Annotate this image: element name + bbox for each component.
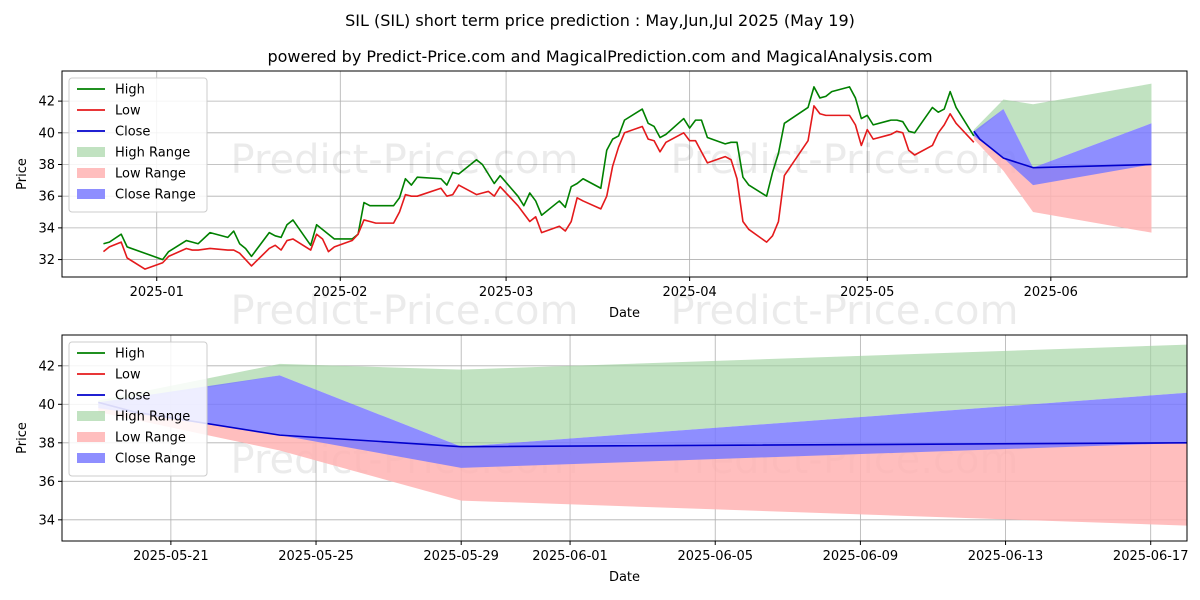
legend-swatch [77,189,105,199]
x-tick-label: 2025-06-17 [1113,549,1189,564]
high-range-band [973,83,1152,168]
y-tick-label: 36 [38,475,55,490]
plot-area [98,344,1187,526]
legend-swatch [77,432,105,442]
legend-label: High [115,347,145,362]
watermark: Predict-Price.com [231,137,579,183]
x-tick-label: 2025-02 [313,285,367,300]
x-tick-label: 2025-05-21 [133,549,209,564]
x-tick-label: 2025-05-29 [423,549,499,564]
legend-swatch [77,168,105,178]
y-tick-label: 34 [38,221,55,236]
legend-item-close: Close [77,125,150,140]
legend-label: Close Range [115,452,196,467]
y-tick-label: 36 [38,190,55,205]
y-tick-label: 40 [38,398,55,413]
x-tick-label: 2025-01 [130,285,184,300]
x-tick-label: 2025-06-09 [823,549,899,564]
high-range-band [98,344,1187,447]
y-axis: 32 34 36 38 40 42 [38,95,62,268]
x-axis: 2025-01 2025-02 2025-03 2025-04 2025-05 2025-… [130,277,1078,300]
legend-item-low: Low [77,368,141,383]
y-tick-label: 32 [38,253,55,268]
x-tick-label: 2025-05 [840,285,894,300]
close-line [973,130,1152,169]
x-tick-label: 2025-06 [1024,285,1078,300]
y-axis: 34 36 38 40 42 [38,359,62,528]
x-axis-title: Date [609,570,640,585]
legend-label: High Range [115,146,190,161]
x-tick-label: 2025-06-01 [532,549,608,564]
y-tick-label: 38 [38,436,55,451]
x-tick-label: 2025-06-05 [677,549,753,564]
legend-swatch [77,453,105,463]
legend-label: High [115,83,145,98]
low-line [102,105,975,270]
watermark: Predict-Price.com [671,288,1019,334]
chart-title: SIL (SIL) short term price prediction : … [345,11,855,30]
watermark-group: Predict-Price.com Predict-Price.com Predic… [231,137,1019,334]
legend-box [68,77,208,213]
x-tick-label: 2025-06-13 [968,549,1044,564]
legend-item-close-range: Close Range [77,452,196,467]
y-tick-label: 38 [38,158,55,173]
y-axis-title: Price [15,158,30,190]
legend: High Low Close High Range Low Range Close Ran… [68,77,208,213]
bottom-panel: Predict-Price.comPredict-Price.com2025-0… [15,334,1188,585]
legend-item-low-range: Low Range [77,431,186,446]
legend: High Low Close High Range Low Range Close Ran… [68,341,208,477]
y-tick-label: 34 [38,513,55,528]
x-tick-label: 2025-03 [479,285,533,300]
legend-item-high: High [77,83,145,98]
legend-label: High Range [115,410,190,425]
y-axis-title: Price [15,422,30,454]
legend-label: Low Range [115,167,186,182]
legend-swatch [77,147,105,157]
legend-item-high-range: High Range [77,410,190,425]
low-range-band [973,134,1152,233]
axes-frame [61,334,1188,542]
low-range-band [98,406,1187,526]
legend-item-low: Low [77,104,141,119]
legend-label: Close Range [115,188,196,203]
x-axis-title: Date [609,306,640,321]
x-tick-label: 2025-04 [662,285,716,300]
y-tick-label: 40 [38,126,55,141]
x-tick-label: 2025-05-25 [278,549,354,564]
legend-item-close: Close [77,389,150,404]
legend-item-low-range: Low Range [77,167,186,182]
y-tick-label: 42 [38,359,55,374]
legend-swatch [77,411,105,421]
chart-subtitle: powered by Predict-Price.com and Magical… [267,47,932,66]
watermark: Predict-Price.com [231,288,579,334]
watermark: Predict-Price.com [671,137,1019,183]
legend-label: Low Range [115,431,186,446]
legend-item-high-range: High Range [77,146,190,161]
high-line [103,86,975,261]
legend-label: Close [115,125,150,140]
y-tick-label: 42 [38,95,55,110]
legend-label: Close [115,389,150,404]
plot-area [102,83,1152,270]
legend-item-high: High [77,347,145,362]
top-panel: Predict-Price.com Predict-Price.com Predic… [15,70,1188,334]
x-axis: 2025-05-21 2025-05-25 2025-05-29 2025-06-01… [133,541,1188,564]
axes-frame [61,70,1188,278]
legend-box [68,341,208,477]
legend-label: Low [115,104,141,119]
legend-label: Low [115,368,141,383]
legend-item-close-range: Close Range [77,188,196,203]
